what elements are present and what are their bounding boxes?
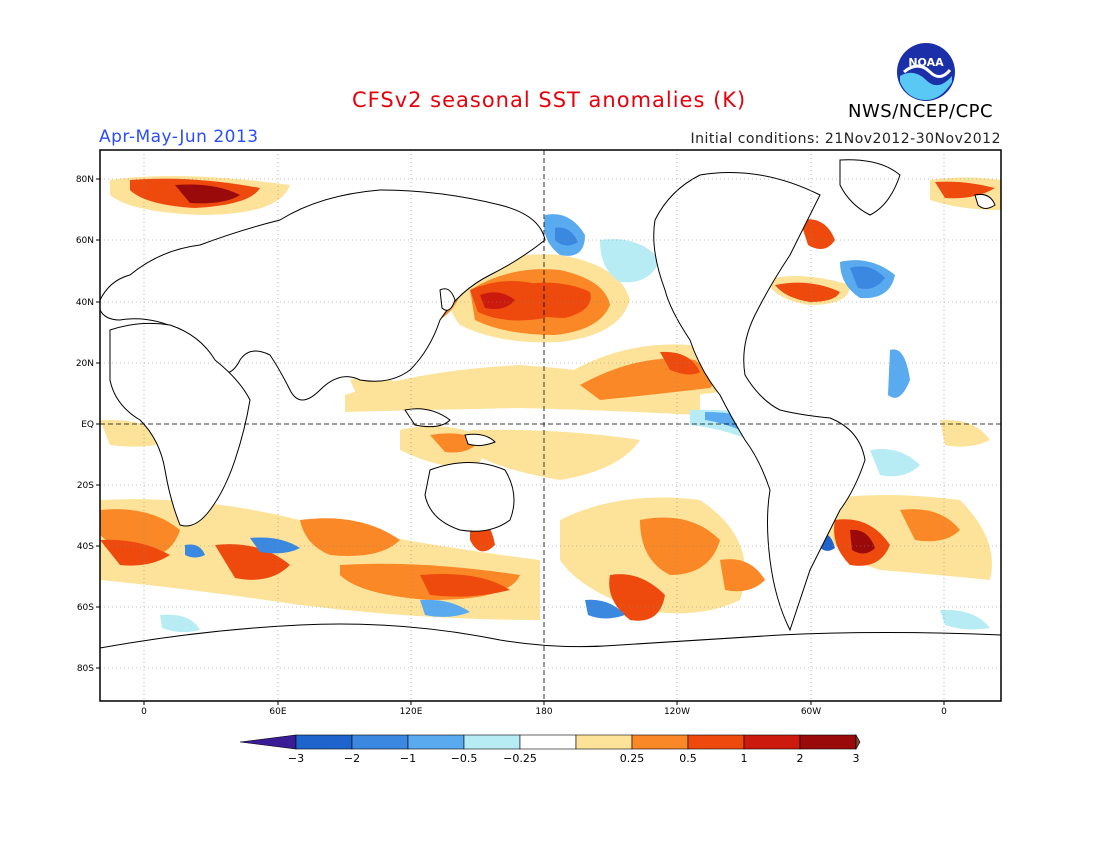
colorbar-swatch	[631, 734, 689, 750]
colorbar-swatch	[799, 734, 857, 750]
lat-label: 40S	[77, 542, 94, 552]
colorbar-swatch	[519, 734, 577, 750]
lon-label: 180	[535, 707, 552, 717]
logo-text: NOAA	[908, 56, 944, 69]
noaa-logo: NOAA	[897, 43, 955, 101]
lon-label: 0	[941, 707, 947, 717]
colorbar-swatch	[463, 734, 521, 750]
colorbar-label: −3	[288, 752, 304, 765]
lat-label: 40N	[76, 298, 94, 308]
colorbar-label: 1	[741, 752, 748, 765]
lat-label: 20S	[77, 481, 94, 491]
lat-label: 60S	[77, 603, 94, 613]
agency-label: NWS/NCEP/CPC	[848, 101, 994, 122]
colorbar-swatch	[351, 734, 409, 750]
page-title: CFSv2 seasonal SST anomalies (K)	[352, 88, 747, 112]
colorbar-label: −2	[344, 752, 360, 765]
reference-lines	[100, 150, 1001, 701]
colorbar-min-arrow	[239, 734, 297, 750]
map-frame	[99, 149, 1002, 702]
forecast-period: Apr-May-Jun 2013	[99, 127, 259, 147]
colorbar-label: 2	[797, 752, 804, 765]
coastlines	[99, 159, 1002, 702]
lon-label: 120E	[400, 707, 423, 717]
colorbar-swatch	[407, 734, 465, 750]
colorbar-swatch	[575, 734, 633, 750]
colorbar-swatch	[687, 734, 745, 750]
colorbar-label: 3	[853, 752, 860, 765]
colorbar-swatch	[743, 734, 801, 750]
lon-label: 120W	[664, 707, 690, 717]
lon-label: 60E	[269, 707, 286, 717]
longitude-axis: 0 60E 120E 180 120W 60W 0	[141, 707, 947, 717]
lon-label: 60W	[801, 707, 821, 717]
latitude-axis: 80N 60N 40N 20N EQ 20S 40S 60S 80S	[76, 175, 94, 674]
initial-conditions: Initial conditions: 21Nov2012-30Nov2012	[690, 131, 1001, 147]
colorbar-label: −1	[400, 752, 416, 765]
lat-label: 80N	[76, 175, 94, 185]
colorbar-label: −0.25	[503, 752, 537, 765]
lon-label: 0	[141, 707, 147, 717]
colorbar-label: 0.25	[620, 752, 645, 765]
colorbar: −3 −2 −1 −0.5 −0.25 0.25 0.5 1 2 3	[239, 733, 861, 765]
lat-label: 80S	[77, 664, 94, 674]
lat-label: 20N	[76, 359, 94, 369]
colorbar-label: −0.5	[451, 752, 478, 765]
lat-label: EQ	[81, 420, 94, 430]
colorbar-max-arrow	[855, 733, 861, 751]
colorbar-label: 0.5	[679, 752, 697, 765]
lat-label: 60N	[76, 236, 94, 246]
colorbar-swatch	[295, 734, 353, 750]
